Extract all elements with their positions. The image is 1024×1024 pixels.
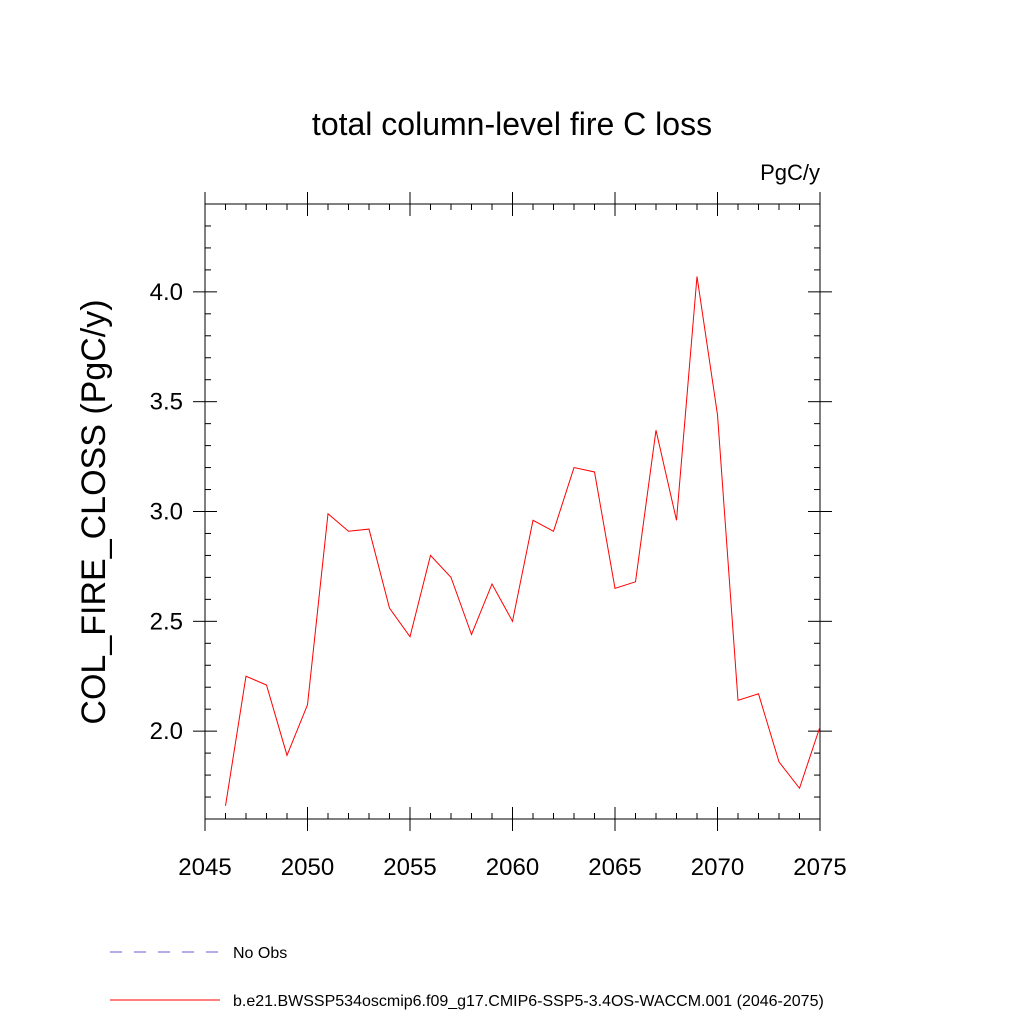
x-tick-labels: 2045 2050 2055 2060 2065 2070 2075: [178, 854, 846, 881]
series-lines: [225, 276, 821, 806]
x-tick-label: 2065: [588, 854, 641, 881]
y-tick-labels: 2.0 2.5 3.0 3.5 4.0: [150, 279, 183, 745]
y-tick-label: 4.0: [150, 279, 183, 306]
y-tick-label: 3.0: [150, 499, 183, 526]
y-tick-label: 3.5: [150, 389, 183, 416]
x-tick-label: 2070: [691, 854, 744, 881]
y-axis-label: COL_FIRE_CLOSS (PgC/y): [75, 299, 113, 724]
legend-label-model: b.e21.BWSSP534oscmip6.f09_g17.CMIP6-SSP5…: [233, 993, 824, 1010]
x-tick-label: 2060: [486, 854, 539, 881]
y-tick-label: 2.5: [150, 608, 183, 635]
plot-frame: [204, 203, 821, 820]
legend-label-no-obs: No Obs: [233, 945, 287, 962]
x-tick-label: 2050: [281, 854, 334, 881]
series-line: [225, 276, 821, 806]
axis-ticks: [193, 192, 832, 831]
x-tick-label: 2055: [383, 854, 436, 881]
chart-title: total column-level fire C loss: [312, 106, 712, 142]
legend: No Obs b.e21.BWSSP534oscmip6.f09_g17.CMI…: [110, 945, 824, 1010]
y-tick-label: 2.0: [150, 718, 183, 745]
units-label: PgC/y: [760, 160, 820, 185]
x-tick-label: 2045: [178, 854, 231, 881]
x-tick-label: 2075: [793, 854, 846, 881]
